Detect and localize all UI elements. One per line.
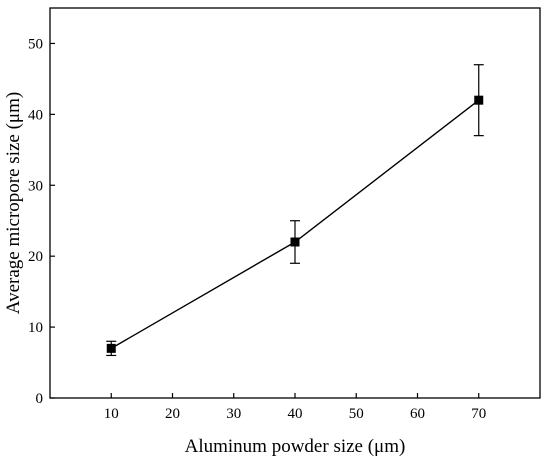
y-tick-label: 40: [28, 107, 43, 123]
plot-data: [106, 64, 484, 357]
data-point: [106, 343, 116, 353]
x-tick-label: 50: [349, 406, 364, 422]
axis-ticks: 10 20 30 40 50 60 70 0 10 20 30 40 50: [28, 36, 486, 422]
x-axis-title: Aluminum powder size (μm): [185, 436, 406, 457]
x-tick-label: 10: [104, 406, 119, 422]
y-axis-title: Average micropore size (μm): [3, 92, 24, 314]
plot-frame: [49, 7, 541, 399]
data-point: [290, 237, 300, 247]
x-tick-label: 30: [226, 406, 241, 422]
x-tick-label: 70: [471, 406, 486, 422]
y-tick-label: 10: [28, 320, 43, 336]
x-tick-label: 60: [410, 406, 425, 422]
data-point: [474, 95, 484, 105]
y-tick-label: 30: [28, 178, 43, 194]
x-tick-label: 20: [165, 406, 180, 422]
y-tick-label: 20: [28, 249, 43, 265]
y-tick-label: 0: [36, 391, 44, 407]
y-tick-label: 50: [28, 36, 43, 52]
x-tick-label: 40: [288, 406, 303, 422]
